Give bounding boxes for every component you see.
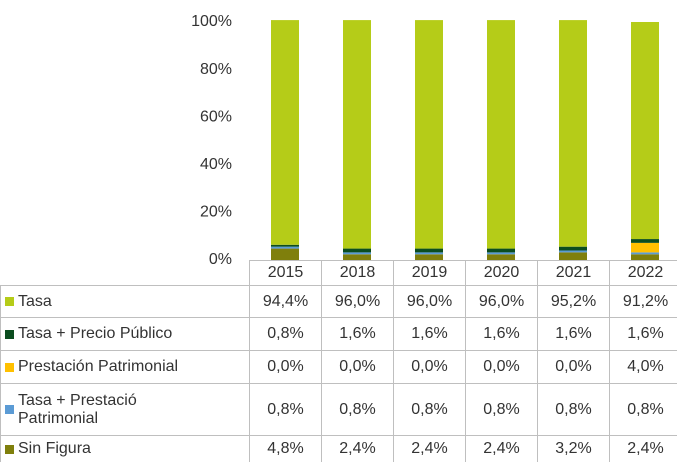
value-cell: 0,0% [249,350,322,384]
bar-segment [271,248,299,260]
value-cell: 4,8% [249,435,322,462]
value-cell: 0,8% [393,383,466,436]
bar-segment [343,252,371,255]
value-cell: 2,4% [321,435,394,462]
bar-segment [559,252,587,260]
legend-label: Tasa + Precio Público [18,325,173,342]
legend-swatch [5,329,14,339]
value-cell: 0,8% [321,383,394,436]
legend-swatch [5,362,14,372]
legend-swatch [5,444,14,454]
value-cell: 94,4% [249,285,322,318]
value-cell: 0,8% [249,383,322,436]
value-cell: 1,6% [321,317,394,351]
legend-cell: Tasa + Prestació Patrimonial [0,383,250,436]
y-tick-label: 0% [209,251,232,268]
legend-swatch [5,405,14,414]
y-tick-label: 20% [200,204,232,221]
bar-segment [343,20,371,249]
value-cell: 91,2% [609,285,677,318]
bar-segment [631,254,659,260]
value-cell: 2,4% [465,435,538,462]
value-cell: 0,8% [609,383,677,436]
column-header: 2020 [465,260,538,286]
legend-swatch [5,297,14,306]
bar-segment [631,252,659,255]
legend-label: Tasa + Prestació Patrimonial [18,391,137,427]
bar-segment [487,20,515,249]
y-tick-label: 80% [200,61,232,78]
legend-label: Tasa [18,292,52,310]
legend-label: Prestación Patrimonial [18,358,179,375]
value-cell: 1,6% [465,317,538,351]
value-cell: 2,4% [609,435,677,462]
value-cell: 1,6% [393,317,466,351]
y-tick-label: 40% [200,156,232,173]
value-cell: 0,8% [465,383,538,436]
bar-segment [271,20,299,245]
legend-cell: Tasa + Precio Público [0,317,250,351]
legend-cell: Sin Figura [0,435,250,462]
bar-segment [343,254,371,260]
value-cell: 3,2% [537,435,610,462]
value-cell: 0,0% [393,350,466,384]
bar-segment [631,22,659,240]
value-cell: 4,0% [609,350,677,384]
value-cell: 0,0% [537,350,610,384]
value-cell: 0,0% [465,350,538,384]
y-tick-label: 60% [200,108,232,125]
bar-segment [487,252,515,255]
legend-label: Sin Figura [18,440,91,457]
column-header: 2018 [321,260,394,286]
value-cell: 0,8% [537,383,610,436]
bar-segment [415,252,443,255]
bar-segment [415,254,443,260]
bar-segment [559,246,587,251]
legend-cell: Tasa [0,285,250,318]
legend-cell: Prestación Patrimonial [0,350,250,384]
value-cell: 96,0% [321,285,394,318]
bar-segment [559,20,587,247]
bar-segment [559,250,587,253]
value-cell: 0,0% [321,350,394,384]
bar-segment [487,254,515,260]
bar-segment [271,244,299,247]
column-header: 2022 [609,260,677,286]
bar-segment [343,248,371,253]
column-header: 2021 [537,260,610,286]
bar-segment [415,20,443,249]
bar-segment [631,242,659,253]
bar-segment [487,248,515,253]
column-header: 2015 [249,260,322,286]
bar-segment [631,239,659,243]
value-cell: 0,8% [249,317,322,351]
value-cell: 2,4% [393,435,466,462]
value-cell: 96,0% [393,285,466,318]
value-cell: 1,6% [609,317,677,351]
bar-segment [271,246,299,249]
value-cell: 95,2% [537,285,610,318]
value-cell: 1,6% [537,317,610,351]
bar-segment [415,248,443,253]
value-cell: 96,0% [465,285,538,318]
y-tick-label: 100% [191,13,232,30]
column-header: 2019 [393,260,466,286]
